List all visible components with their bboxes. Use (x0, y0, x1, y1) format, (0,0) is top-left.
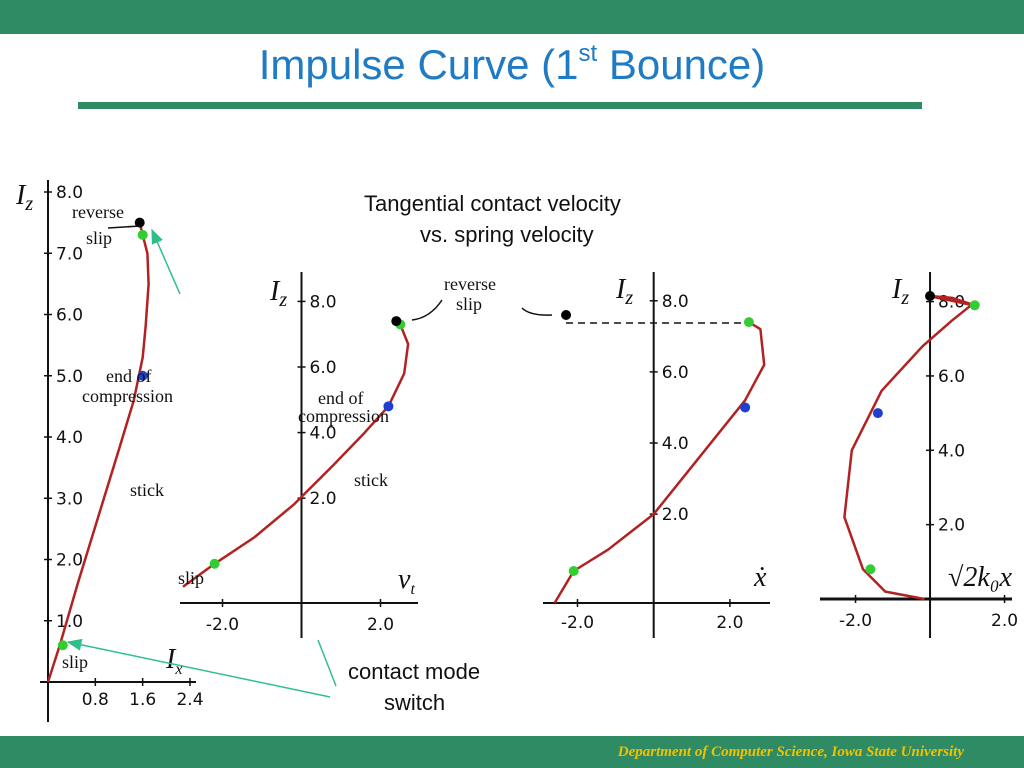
y-tick-label: 2.0 (310, 489, 337, 509)
slide-title: Impulse Curve (1st Bounce) (0, 40, 1024, 89)
x-axis-label: vt (398, 564, 415, 598)
y-tick-label: 6.0 (938, 367, 965, 387)
caption-velocity-line2: vs. spring velocity (420, 222, 594, 247)
reference-leader (521, 307, 553, 316)
caption-velocity-line1: Tangential contact velocity (364, 191, 621, 216)
y-tick-label: 1.0 (56, 612, 83, 632)
point-green (209, 558, 220, 569)
y-tick-label: 6.0 (310, 358, 337, 378)
y-tick-label: 6.0 (662, 363, 689, 383)
x-tick-label: 2.0 (367, 615, 394, 635)
chart-panel-4: 2.04.06.08.0-2.0 2.0Iz√2k₀x (820, 272, 1018, 638)
annotation-stick: stick (130, 480, 164, 500)
arrow-to-bottom-switch (66, 638, 331, 698)
annotation-end-of: end of (106, 366, 151, 386)
x-tick-label: 2.0 (991, 611, 1018, 631)
point-green (969, 300, 980, 311)
point-blue (740, 402, 751, 413)
annotation-compression: compression (82, 386, 173, 406)
x-tick-label: -2.0 (839, 611, 872, 631)
arrow-to-top-switch (151, 228, 181, 295)
point-blue (872, 408, 883, 419)
impulse-curve (182, 320, 410, 588)
y-axis-label-sub: z (900, 287, 909, 309)
annotation-stick: stick (354, 470, 388, 490)
y-tick-label: 5.0 (56, 367, 83, 387)
y-axis-label-sub: z (624, 287, 633, 309)
y-tick-label: 4.0 (56, 428, 83, 448)
y-tick-label: 4.0 (310, 424, 337, 444)
y-tick-label: 2.0 (662, 505, 689, 525)
y-axis-label: Iz (891, 274, 909, 309)
point-black (134, 217, 145, 228)
x-tick-label: 2.0 (716, 613, 743, 633)
title-main: Impulse Curve (1 (258, 41, 579, 88)
x-axis-label: √2k₀x (948, 562, 1013, 593)
point-blue (137, 370, 148, 381)
reverse-slip-leader (411, 299, 443, 321)
point-black (561, 310, 572, 320)
point-green (743, 317, 754, 328)
y-tick-label: 8.0 (662, 292, 689, 312)
x-axis-label: ẋ (753, 562, 767, 593)
annotation-slip-top: slip (86, 228, 112, 248)
footer-text: Department of Computer Science, Iowa Sta… (617, 744, 964, 760)
x-tick-label: 0.8 (82, 690, 109, 710)
slip-leader (107, 225, 141, 229)
y-tick-label: 3.0 (56, 489, 83, 509)
y-tick-label: 2.0 (938, 516, 965, 536)
bottom-bar (0, 736, 1024, 768)
x-tick-label: -2.0 (561, 613, 594, 633)
caption-mode-line1: contact mode (348, 659, 481, 684)
title-rule (78, 102, 922, 109)
annotation-end-of: end of (318, 388, 363, 408)
impulse-curve (46, 222, 150, 683)
caption-velocity: Tangential contact velocity vs. spring v… (364, 188, 621, 250)
point-black (925, 291, 936, 302)
x-axis-label-sub: t (410, 581, 415, 598)
chart-panel-1: 1.0 2.0 3.0 4.0 5.0 6.0 7.0 8.0 0.8 1.6 2.4 Iz Ix rev… (15, 180, 204, 722)
y-axis-label-sub: z (278, 289, 287, 311)
annotation-slip-top: slip (456, 294, 482, 314)
caption-pointer-line (317, 639, 337, 687)
x-tick-label: -2.0 (206, 615, 239, 635)
caption-mode-line2: switch (384, 690, 446, 715)
title-end: Bounce) (597, 41, 766, 88)
point-green (865, 564, 876, 575)
top-bar (0, 0, 1024, 34)
annotation-slip-bottom: slip (178, 568, 204, 588)
y-tick-label: 4.0 (938, 441, 965, 461)
y-tick-label: 6.0 (56, 306, 83, 326)
title-superscript: st (578, 40, 598, 67)
top-segment (929, 294, 976, 307)
y-tick-label: 4.0 (662, 434, 689, 454)
y-tick-label: 7.0 (56, 244, 83, 264)
point-green (57, 640, 68, 651)
point-black (391, 316, 402, 327)
chart-panel-3: 2.0 4.0 6.0 8.0 -2.0 2.0 Iz ẋ (521, 272, 770, 638)
point-blue (383, 401, 394, 412)
y-tick-label: 8.0 (310, 292, 337, 312)
point-green (137, 229, 148, 240)
annotation-compression: compression (298, 406, 389, 426)
y-axis-label: Iz (269, 276, 287, 311)
annotation-reverse: reverse (72, 202, 124, 222)
x-tick-label: 1.6 (129, 690, 156, 710)
annotation-slip-bottom: slip (62, 652, 88, 672)
x-axis-label: Ix (165, 644, 182, 678)
caption-mode-switch: contact mode switch (348, 656, 480, 718)
x-tick-label: 2.4 (176, 690, 203, 710)
x-axis-label-sub: x (174, 661, 182, 678)
annotation-reverse: reverse (444, 274, 496, 294)
y-tick-label: 2.0 (56, 551, 83, 571)
y-axis-label-sub: z (24, 193, 33, 215)
y-tick-label: 8.0 (56, 183, 83, 203)
point-green (568, 566, 579, 576)
impulse-curve (553, 321, 766, 604)
y-axis-label: Iz (15, 180, 33, 215)
y-axis-label: Iz (615, 274, 633, 309)
